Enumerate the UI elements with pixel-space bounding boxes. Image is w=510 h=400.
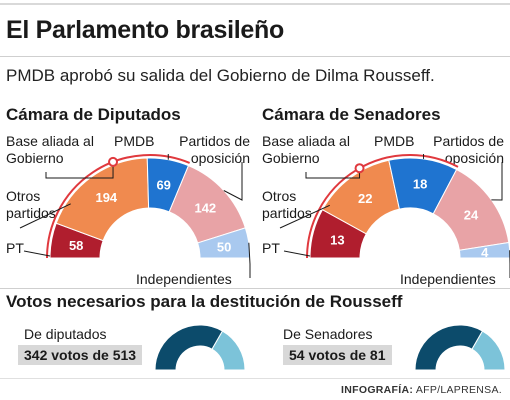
senadores-label-pt: PT [262, 240, 280, 256]
diputados-label-pt: PT [6, 240, 24, 256]
chart0-value-oposicion: 142 [194, 200, 216, 215]
votes-heading: Votos necesarios para la destitución de … [6, 292, 403, 311]
senadores-heading: Cámara de Senadores [262, 105, 441, 124]
chart1-pt-leader [283, 250, 311, 257]
votes-senadores-count: 54 votos de 81 [283, 345, 392, 365]
chart0-aliada-leader [45, 161, 114, 179]
page-subtitle: PMDB aprobó su salida del Gobierno de Di… [6, 66, 435, 85]
credit-label: INFOGRAFÍA: [341, 384, 414, 396]
senadores-label-otros: Otros partidos [262, 188, 312, 221]
chart0-pt-leader [23, 250, 51, 257]
diputados-label-aliada: Base aliada al Gobierno [6, 133, 94, 166]
chart0-value-otros: 194 [95, 190, 117, 205]
votes-diputados-count: 342 votos de 513 [18, 345, 143, 365]
senadores-label-independientes: Independientes [400, 271, 496, 287]
votes0-slice-resto [211, 330, 246, 371]
chart1-value-pt: 13 [330, 232, 344, 247]
chart1-aliada-marker [354, 163, 365, 174]
diputados-label-independientes: Independientes [136, 271, 232, 287]
top-rule [0, 3, 510, 5]
votes-diputados-caption: De diputados [24, 326, 107, 342]
chart0-aliada-arc [46, 154, 191, 259]
credit: INFOGRAFÍA: AFP/LAPRENSA. [341, 384, 502, 396]
chart1-slice-independientes [458, 241, 510, 259]
section-divider [0, 288, 510, 289]
senadores-label-pmdb: PMDB [374, 133, 415, 149]
footer-divider [0, 378, 510, 379]
page-title: El Parlamento brasileño [6, 16, 284, 44]
chart0-value-pt: 58 [69, 238, 83, 253]
chart0-aliada-marker [108, 156, 119, 167]
diputados-label-oposicion: Partidos de oposición [179, 133, 250, 166]
chart1-value-independientes: 4 [481, 245, 489, 260]
votes-senadores-caption: De Senadores [283, 326, 373, 342]
title-divider [0, 56, 510, 57]
chart1-value-otros: 22 [358, 191, 372, 206]
senadores-label-oposicion: Partidos de oposición [433, 133, 504, 166]
chart0-slice-independientes [197, 227, 251, 259]
senadores-label-aliada: Base aliada al Gobierno [262, 133, 350, 166]
chart1-value-oposicion: 24 [464, 207, 479, 222]
chart0-value-pmdb: 69 [156, 177, 170, 192]
votes0-slice-necesarios [154, 324, 224, 371]
votes1-slice-resto [471, 330, 506, 371]
chart1-oposicion-leader [491, 162, 503, 201]
diputados-label-pmdb: PMDB [114, 133, 155, 149]
chart0-oposicion-leader [223, 162, 243, 201]
votes1-slice-necesarios [414, 324, 484, 371]
chart1-value-pmdb: 18 [413, 177, 427, 192]
chart0-independientes-leader [248, 242, 251, 278]
chart1-otros-leader [279, 204, 330, 229]
chart0-value-independientes: 50 [217, 240, 231, 255]
credit-source: AFP/LAPRENSA. [415, 384, 502, 396]
chart0-otros-leader [19, 203, 71, 229]
diputados-heading: Cámara de Diputados [6, 105, 181, 124]
